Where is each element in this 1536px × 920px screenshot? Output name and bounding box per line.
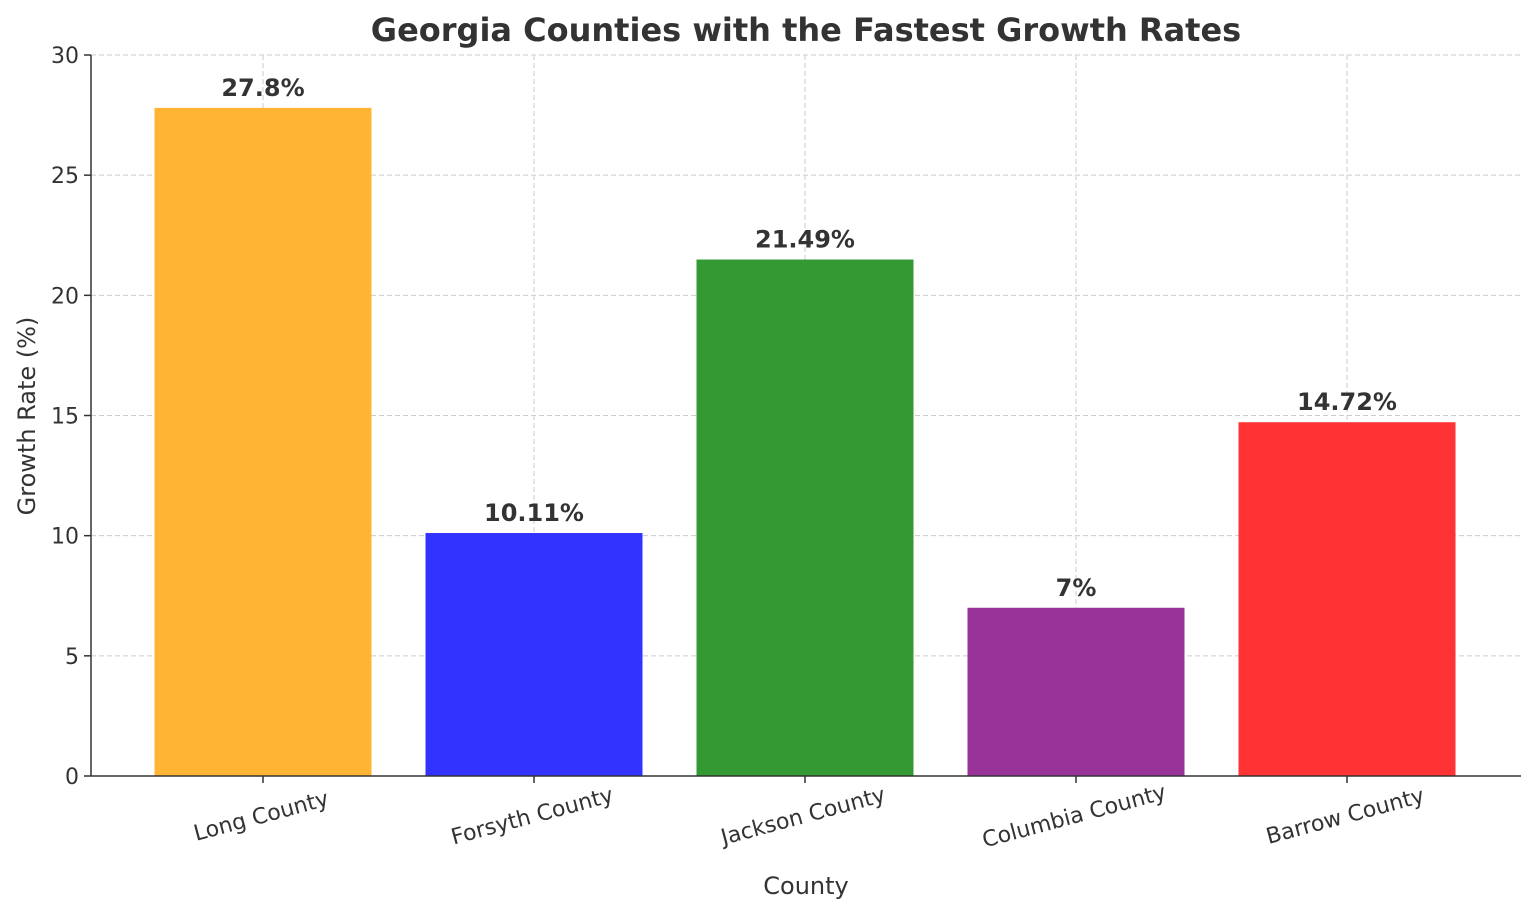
- data-label: 21.49%: [755, 226, 855, 254]
- data-label: 7%: [1056, 574, 1097, 602]
- chart-title: Georgia Counties with the Fastest Growth…: [371, 11, 1241, 49]
- x-axis-label: County: [763, 872, 848, 900]
- data-label: 27.8%: [221, 74, 304, 102]
- data-label: 14.72%: [1297, 388, 1397, 416]
- bar: [696, 259, 914, 776]
- bars: 27.8% 10.11% 21.49% 7% 14.72%: [154, 74, 1456, 776]
- y-axis-label: Growth Rate (%): [13, 317, 41, 516]
- y-tick-label: 5: [65, 645, 79, 670]
- y-tick-label: 30: [51, 44, 79, 69]
- x-tick-label: Columbia County: [980, 780, 1169, 853]
- x-tick-label: Long County: [191, 787, 331, 847]
- bar: [1238, 422, 1456, 776]
- y-tick-label: 25: [51, 164, 79, 189]
- y-tick-label: 20: [51, 284, 79, 309]
- x-tick-label: Jackson County: [717, 783, 889, 851]
- bar: [425, 533, 643, 776]
- y-tick-label: 0: [65, 765, 79, 790]
- bar: [967, 607, 1185, 776]
- x-tick-label: Barrow County: [1264, 784, 1428, 850]
- data-label: 10.11%: [484, 499, 584, 527]
- y-tick-label: 10: [51, 525, 79, 550]
- x-tick-label: Forsyth County: [449, 783, 617, 850]
- y-tick-label: 15: [51, 405, 79, 430]
- bar: [154, 107, 372, 776]
